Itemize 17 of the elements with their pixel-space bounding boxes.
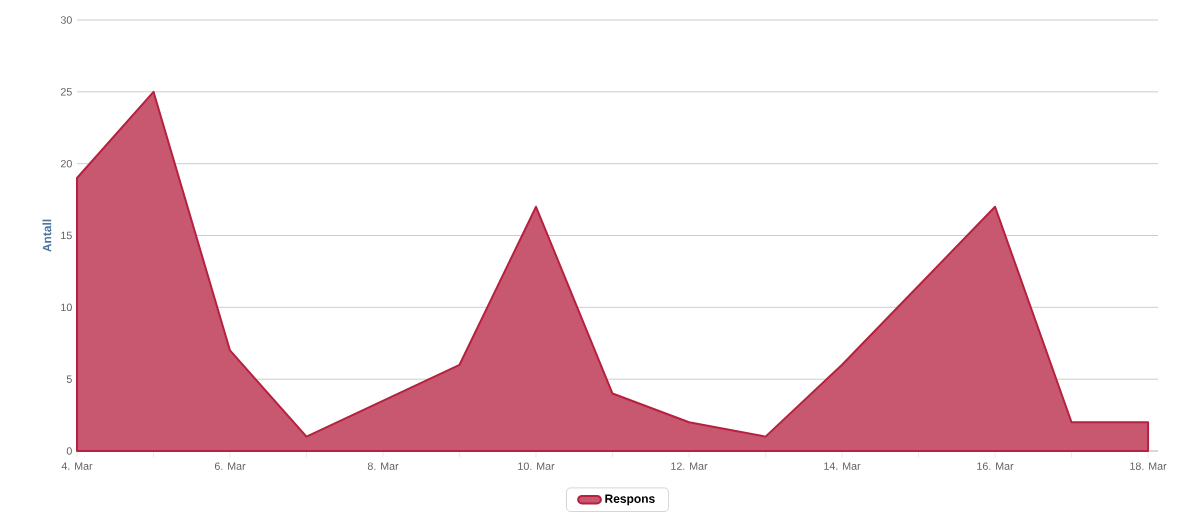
x-tick-label: 6. Mar [214, 462, 246, 470]
y-tick-label: 25 [60, 88, 72, 96]
x-tick-label: 8. Mar [367, 462, 399, 470]
y-tick-label: 15 [61, 231, 72, 240]
legend-label: Respons [605, 494, 655, 506]
y-tick-label: 10 [61, 303, 72, 312]
y-tick-label: 30 [60, 16, 72, 24]
x-tick-label: 4. Mar [61, 462, 93, 470]
y-axis-title: Antall [42, 219, 52, 252]
x-tick-label: 18. Mar [1130, 462, 1167, 470]
y-tick-label: 5 [66, 375, 72, 383]
y-tick-label: 20 [60, 159, 72, 168]
y-tick-label: 0 [66, 447, 72, 455]
x-tick-label: 14. Mar [824, 462, 861, 470]
x-tick-label: 10. Mar [518, 462, 555, 470]
x-tick-label: 16. Mar [977, 462, 1014, 470]
x-tick-label: 12. Mar [671, 462, 708, 470]
